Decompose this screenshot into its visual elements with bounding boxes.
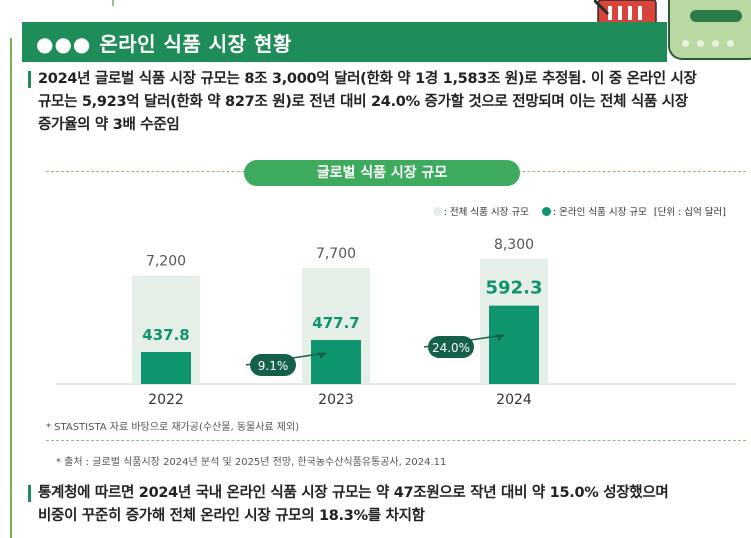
- total-value-label: 8,300: [494, 237, 534, 253]
- paragraph-marker: [28, 71, 31, 88]
- paragraph-marker: [28, 485, 31, 502]
- online-value-label: 437.8: [142, 326, 189, 344]
- online-value-label: 592.3: [486, 278, 543, 299]
- bullet-dots-icon: ●●●: [36, 32, 91, 56]
- online-bar: [489, 306, 539, 384]
- online-value-label: 477.7: [312, 314, 359, 332]
- section-title-text: 온라인 식품 시장 현황: [99, 32, 292, 56]
- chart-note: * STASTISTA 자료 바탕으로 재가공(수산물, 동물사료 제외): [46, 418, 299, 433]
- divider: [112, 0, 114, 6]
- basket-illustration: [594, 0, 660, 24]
- online-bar: [141, 352, 191, 384]
- source-citation: * 출처 : 글로벌 식품시장 2024년 분석 및 2025년 전망, 한국농…: [56, 453, 446, 468]
- bar-chart: 7,200 437.8 2022 7,700 477.7 2023 8,300 592.3 20…: [46, 172, 746, 417]
- x-tick-label: 2022: [148, 392, 184, 408]
- outro-line: 통계청에 따르면 2024년 국내 온라인 식품 시장 규모는 약 47조원으로…: [38, 482, 738, 505]
- outro-paragraph: 통계청에 따르면 2024년 국내 온라인 식품 시장 규모는 약 47조원으로…: [38, 482, 738, 528]
- phone-dots: [682, 32, 751, 40]
- total-value-label: 7,200: [146, 254, 186, 270]
- growth-label: 24.0%: [432, 341, 470, 355]
- x-tick-label: 2023: [318, 392, 354, 408]
- section-header: ●●● 온라인 식품 시장 현황: [22, 22, 667, 62]
- chart-container: 글로벌 식품 시장 규모 : 전체 식품 시장 규모 : 온라인 식품 시장 규…: [46, 171, 746, 441]
- section-title: ●●● 온라인 식품 시장 현황: [36, 28, 292, 57]
- left-frame-line: [10, 38, 12, 538]
- intro-line: 규모는 5,923억 달러(한화 약 827조 원)로 전년 대비 24.0% …: [38, 91, 738, 114]
- online-bar: [311, 340, 361, 384]
- intro-paragraph: 2024년 글로벌 식품 시장 규모는 8조 3,000억 달러(한화 약 1경…: [38, 68, 738, 137]
- growth-label: 9.1%: [258, 359, 289, 373]
- phone-illustration: [668, 0, 751, 60]
- total-value-label: 7,700: [316, 246, 356, 262]
- phone-button-shape: [690, 10, 742, 22]
- x-tick-label: 2024: [496, 392, 532, 408]
- intro-line: 2024년 글로벌 식품 시장 규모는 8조 3,000억 달러(한화 약 1경…: [38, 68, 738, 91]
- outro-line: 비중이 꾸준히 증가해 전체 온라인 시장 규모의 18.3%를 차지함: [38, 505, 738, 528]
- intro-line: 증가율의 약 3배 수준임: [38, 114, 738, 137]
